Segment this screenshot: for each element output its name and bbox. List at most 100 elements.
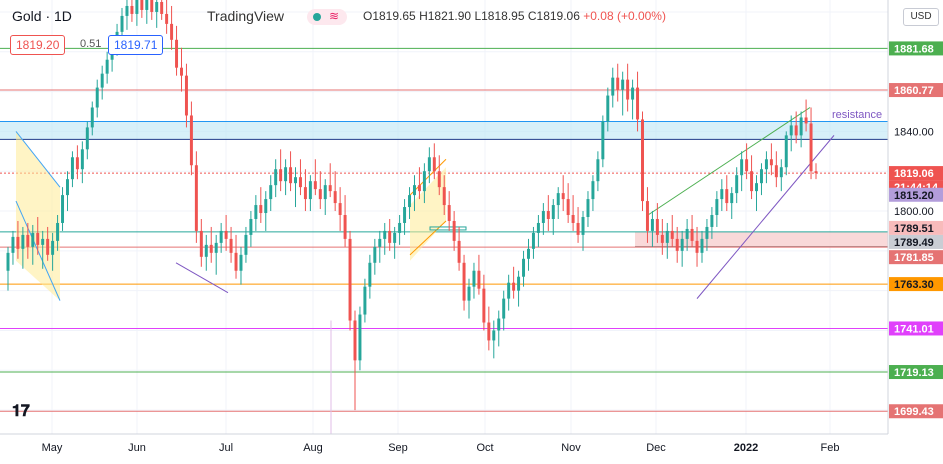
candle-body <box>650 218 654 231</box>
price-tick-label: 1763.30 <box>894 279 934 291</box>
candle-body <box>487 322 491 341</box>
spread-value: 0.51 <box>80 38 102 50</box>
channel-line <box>15 131 61 188</box>
candle-body <box>794 125 798 136</box>
candle-body <box>31 232 35 247</box>
candle-body <box>715 199 719 216</box>
candle-body <box>477 270 481 289</box>
candle-body <box>670 230 674 239</box>
candle-body <box>621 79 625 90</box>
candle-body <box>660 234 664 243</box>
candle-body <box>492 330 496 341</box>
candle-body <box>46 238 50 255</box>
candle-body <box>809 123 813 172</box>
chart-header: Gold · 1D TradingView O1819.65 H1821.90 … <box>12 8 666 24</box>
candle-body <box>150 0 154 12</box>
candle-body <box>705 226 709 239</box>
candle-body <box>591 181 595 200</box>
candle-body <box>631 87 635 100</box>
candle-body <box>155 1 159 12</box>
candle-body <box>65 179 69 196</box>
resistance-zone <box>0 121 888 140</box>
candle-body <box>6 252 10 271</box>
candle-body <box>36 232 40 245</box>
candle-body <box>51 240 55 255</box>
candle-body <box>507 282 511 299</box>
candle-body <box>561 193 565 200</box>
candle-body <box>194 165 198 231</box>
trend-line <box>175 262 229 294</box>
close-value: C1819.06 <box>527 9 580 23</box>
candle-body <box>274 169 278 186</box>
candle-body <box>85 127 89 150</box>
candle-body <box>294 177 297 184</box>
price-range-marker <box>429 226 467 231</box>
candle-body <box>412 185 416 196</box>
candle-body <box>224 230 228 239</box>
candle-body <box>249 218 253 235</box>
candlestick-series <box>6 0 818 411</box>
price-tick-label: 1789.49 <box>894 237 934 249</box>
candle-body <box>348 238 352 321</box>
candle-body <box>447 205 451 221</box>
candle-body <box>403 207 407 223</box>
price-axis[interactable]: 1881.681860.771840.001819.0621:44:141815… <box>887 0 943 464</box>
candle-body <box>804 117 808 124</box>
candle-body <box>383 230 387 239</box>
candle-body <box>11 236 15 253</box>
provider-name: TradingView <box>207 8 285 24</box>
candle-body <box>100 73 104 88</box>
time-axis-panel <box>0 434 888 464</box>
candle-body <box>318 189 322 200</box>
candle-body <box>90 107 94 128</box>
symbol-title[interactable]: Gold · 1D <box>12 8 72 24</box>
time-tick-label: Nov <box>561 442 581 454</box>
time-tick-label: Jul <box>219 442 233 454</box>
wedge-upper-line <box>647 107 811 216</box>
price-label-bg <box>889 404 943 419</box>
candle-body <box>41 238 45 245</box>
time-tick-label: Sep <box>388 442 408 454</box>
candle-body <box>219 230 223 243</box>
currency-select[interactable]: USD <box>903 8 939 26</box>
candle-body <box>566 199 570 216</box>
price-tick-label: 1741.01 <box>894 323 934 335</box>
candle-body <box>234 252 238 271</box>
tradingview-logo-icon[interactable]: 𝟏𝟕 <box>12 403 30 420</box>
candle-body <box>338 203 342 216</box>
candle-body <box>61 195 65 223</box>
sell-price-button[interactable]: 1819.20 <box>10 35 66 55</box>
candle-body <box>368 262 372 287</box>
candle-body <box>254 205 258 219</box>
candle-body <box>308 181 312 200</box>
candle-body <box>769 159 773 166</box>
price-tick-label: 1781.85 <box>894 252 934 264</box>
candle-body <box>551 205 555 219</box>
candle-body <box>502 298 506 319</box>
candle-body <box>730 193 734 204</box>
candle-body <box>21 234 25 249</box>
buy-price-button[interactable]: 1819.71 <box>108 35 164 55</box>
candle-body <box>512 282 516 291</box>
candle-body <box>214 242 218 253</box>
candle-body <box>135 0 139 14</box>
channel-line <box>409 158 447 196</box>
candle-body <box>710 215 714 227</box>
candle-body <box>328 185 332 192</box>
resistance-annotation: resistance <box>832 109 882 121</box>
price-tick-label: 1699.43 <box>894 406 934 418</box>
price-tick-label: 1881.68 <box>894 43 934 55</box>
market-status-indicator[interactable]: ≋ <box>307 9 347 25</box>
candle-body <box>735 175 739 194</box>
candle-body <box>789 125 793 136</box>
candle-body <box>204 244 208 257</box>
time-tick-label: Dec <box>646 442 666 454</box>
candle-body <box>799 117 803 136</box>
candle-body <box>303 187 307 200</box>
candle-body <box>437 171 441 188</box>
candle-body <box>105 59 109 74</box>
high-value: H1821.90 <box>419 9 472 23</box>
candle-body <box>353 320 357 361</box>
candle-body <box>601 121 605 160</box>
